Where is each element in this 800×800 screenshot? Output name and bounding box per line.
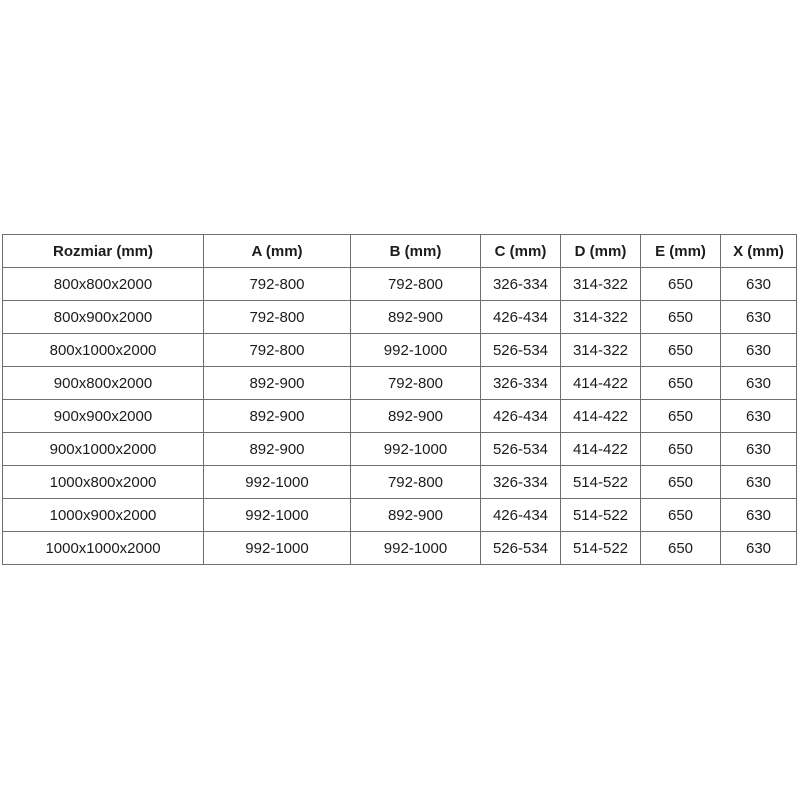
table-cell: 630: [720, 531, 797, 565]
table-cell: 650: [640, 267, 721, 301]
header-cell-a: A (mm): [203, 234, 351, 268]
table-cell: 650: [640, 300, 721, 334]
header-cell-e: E (mm): [640, 234, 721, 268]
table-cell: 1000x900x2000: [2, 498, 204, 532]
table-cell: 426-434: [480, 300, 561, 334]
table-cell: 630: [720, 465, 797, 499]
table-cell: 630: [720, 267, 797, 301]
table-cell: 314-322: [560, 267, 641, 301]
table-cell: 892-900: [350, 498, 481, 532]
table-cell: 426-434: [480, 498, 561, 532]
table-cell: 414-422: [560, 366, 641, 400]
table-cell: 900x800x2000: [2, 366, 204, 400]
table-cell: 892-900: [203, 366, 351, 400]
table-cell: 414-422: [560, 432, 641, 466]
header-cell-c: C (mm): [480, 234, 561, 268]
table-row: 1000x800x2000 992-1000 792-800 326-334 5…: [2, 465, 797, 499]
table-cell: 792-800: [350, 267, 481, 301]
table-cell: 650: [640, 465, 721, 499]
table-cell: 630: [720, 333, 797, 367]
table-cell: 514-522: [560, 531, 641, 565]
table-cell: 992-1000: [203, 531, 351, 565]
header-cell-rozmiar: Rozmiar (mm): [2, 234, 204, 268]
table-cell: 792-800: [350, 465, 481, 499]
table-cell: 526-534: [480, 333, 561, 367]
table-cell: 892-900: [350, 399, 481, 433]
table-row: 800x800x2000 792-800 792-800 326-334 314…: [2, 267, 797, 301]
table-cell: 630: [720, 300, 797, 334]
table-cell: 314-322: [560, 333, 641, 367]
header-cell-x: X (mm): [720, 234, 797, 268]
table-cell: 650: [640, 531, 721, 565]
table-row: 1000x900x2000 992-1000 892-900 426-434 5…: [2, 498, 797, 532]
table-cell: 892-900: [203, 432, 351, 466]
table-cell: 326-334: [480, 465, 561, 499]
table-cell: 992-1000: [203, 498, 351, 532]
table-cell: 792-800: [203, 300, 351, 334]
table-cell: 1000x1000x2000: [2, 531, 204, 565]
table-cell: 992-1000: [350, 531, 481, 565]
table-cell: 630: [720, 366, 797, 400]
table-cell: 992-1000: [350, 432, 481, 466]
table-cell: 800x800x2000: [2, 267, 204, 301]
table-row: 800x1000x2000 792-800 992-1000 526-534 3…: [2, 333, 797, 367]
table-row: 900x800x2000 892-900 792-800 326-334 414…: [2, 366, 797, 400]
table-cell: 900x900x2000: [2, 399, 204, 433]
table-cell: 650: [640, 432, 721, 466]
header-cell-b: B (mm): [350, 234, 481, 268]
table-header-row: Rozmiar (mm) A (mm) B (mm) C (mm) D (mm)…: [2, 234, 797, 268]
table-cell: 792-800: [203, 267, 351, 301]
table-cell: 1000x800x2000: [2, 465, 204, 499]
table-cell: 326-334: [480, 267, 561, 301]
table-cell: 800x900x2000: [2, 300, 204, 334]
table-cell: 900x1000x2000: [2, 432, 204, 466]
table-row: 900x900x2000 892-900 892-900 426-434 414…: [2, 399, 797, 433]
table-cell: 792-800: [350, 366, 481, 400]
table-cell: 314-322: [560, 300, 641, 334]
header-cell-d: D (mm): [560, 234, 641, 268]
table-cell: 792-800: [203, 333, 351, 367]
table-cell: 800x1000x2000: [2, 333, 204, 367]
table-cell: 892-900: [203, 399, 351, 433]
table-cell: 650: [640, 498, 721, 532]
table-cell: 992-1000: [203, 465, 351, 499]
table-row: 900x1000x2000 892-900 992-1000 526-534 4…: [2, 432, 797, 466]
table-cell: 650: [640, 399, 721, 433]
table-cell: 650: [640, 333, 721, 367]
table-cell: 326-334: [480, 366, 561, 400]
table-cell: 414-422: [560, 399, 641, 433]
table-cell: 514-522: [560, 498, 641, 532]
table-cell: 650: [640, 366, 721, 400]
table-cell: 526-534: [480, 432, 561, 466]
table-cell: 630: [720, 498, 797, 532]
dimensions-table: Rozmiar (mm) A (mm) B (mm) C (mm) D (mm)…: [2, 234, 797, 565]
table-cell: 992-1000: [350, 333, 481, 367]
table-row: 1000x1000x2000 992-1000 992-1000 526-534…: [2, 531, 797, 565]
table-cell: 426-434: [480, 399, 561, 433]
table-row: 800x900x2000 792-800 892-900 426-434 314…: [2, 300, 797, 334]
table-cell: 526-534: [480, 531, 561, 565]
table-cell: 514-522: [560, 465, 641, 499]
table-cell: 630: [720, 399, 797, 433]
table-cell: 630: [720, 432, 797, 466]
table-cell: 892-900: [350, 300, 481, 334]
